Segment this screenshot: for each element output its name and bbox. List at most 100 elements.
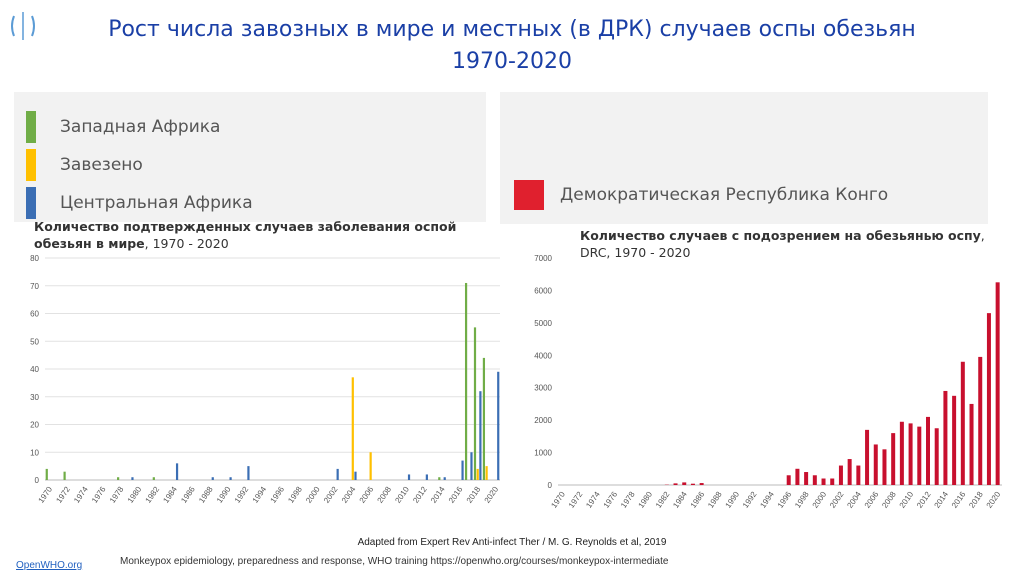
x-tick-label: 1994 <box>251 485 269 505</box>
x-tick-label: 2008 <box>376 485 394 505</box>
x-tick-label: 2004 <box>845 490 863 510</box>
x-tick-label: 2006 <box>358 485 376 505</box>
x-tick-label: 1972 <box>54 485 72 505</box>
bar <box>461 460 464 480</box>
x-tick-label: 2014 <box>429 485 447 505</box>
bar <box>960 361 965 485</box>
bar <box>497 371 500 480</box>
bar <box>476 468 479 480</box>
legend-label: Завезено <box>60 155 143 175</box>
x-tick-label: 1984 <box>161 485 179 505</box>
y-tick-label: 20 <box>30 421 39 430</box>
x-tick-label: 2018 <box>967 490 985 510</box>
x-tick-label: 1970 <box>549 490 567 510</box>
bar <box>351 377 354 480</box>
slide-title: Рост числа завозных в мире и местных (в … <box>40 14 984 78</box>
x-tick-label: 1980 <box>126 485 144 505</box>
x-tick-label: 1992 <box>233 485 251 505</box>
bar <box>856 465 861 485</box>
y-tick-label: 70 <box>30 282 39 291</box>
bar <box>473 327 477 480</box>
openwho-link[interactable]: OpenWHO.org <box>16 560 83 571</box>
legend-label: Центральная Африка <box>60 193 253 213</box>
bar <box>682 482 687 485</box>
bar <box>786 475 791 485</box>
bar <box>699 483 704 485</box>
bar <box>229 477 232 480</box>
bar <box>690 483 695 485</box>
x-tick-label: 1994 <box>758 490 776 510</box>
x-tick-label: 2020 <box>483 485 501 505</box>
legend-swatch <box>26 187 36 219</box>
bar <box>908 423 913 485</box>
x-tick-label: 1982 <box>654 490 672 510</box>
x-tick-label: 1998 <box>793 490 811 510</box>
x-tick-label: 2006 <box>863 490 881 510</box>
bar <box>986 313 991 485</box>
bar <box>470 452 473 480</box>
x-tick-label: 1988 <box>706 490 724 510</box>
bar <box>673 483 678 485</box>
chart-left-title: Количество подтвержденных случаев заболе… <box>34 218 484 252</box>
bar <box>443 477 446 480</box>
x-tick-label: 1996 <box>776 490 794 510</box>
x-tick-label: 2000 <box>304 485 322 505</box>
legend-swatch <box>26 149 36 181</box>
y-tick-label: 30 <box>30 393 39 402</box>
x-tick-label: 2002 <box>828 490 846 510</box>
bar <box>882 449 887 485</box>
bar <box>821 478 826 485</box>
x-tick-label: 1996 <box>268 485 286 505</box>
x-tick-label: 1984 <box>671 490 689 510</box>
y-tick-label: 6000 <box>534 286 552 295</box>
bar <box>63 471 66 480</box>
who-logo-icon <box>11 12 35 40</box>
legend-item-central-africa: Центральная Африка <box>26 184 253 222</box>
bar <box>795 468 800 485</box>
x-tick-label: 2008 <box>880 490 898 510</box>
bar <box>425 474 428 480</box>
x-tick-label: 2014 <box>932 490 950 510</box>
x-tick-label: 1986 <box>689 490 707 510</box>
bar <box>943 390 948 485</box>
x-tick-label: 2010 <box>898 490 916 510</box>
x-tick-label: 1990 <box>215 485 233 505</box>
y-tick-label: 50 <box>30 337 39 346</box>
x-tick-label: 1978 <box>619 490 637 510</box>
x-tick-label: 2016 <box>447 485 465 505</box>
x-tick-label: 1976 <box>602 490 620 510</box>
legend-right-panel: Демократическая Республика Конго <box>500 92 988 224</box>
y-tick-label: 60 <box>30 310 39 319</box>
bar <box>485 466 488 480</box>
x-tick-label: 2016 <box>950 490 968 510</box>
bar <box>934 428 939 485</box>
legend-item-west-africa: Западная Африка <box>26 108 253 146</box>
x-tick-label: 1972 <box>567 490 585 510</box>
legend-swatch <box>26 111 36 143</box>
bar <box>45 468 48 480</box>
legend-item-imported: Завезено <box>26 146 253 184</box>
x-tick-label: 1990 <box>724 490 742 510</box>
x-tick-label: 2020 <box>985 490 1003 510</box>
bar <box>354 471 357 480</box>
slide-title-line1: Рост числа завозных в мире и местных (в … <box>108 17 916 42</box>
bar <box>152 477 155 480</box>
x-tick-label: 2002 <box>322 485 340 505</box>
bar <box>482 357 486 480</box>
bar <box>838 465 843 485</box>
x-tick-label: 2010 <box>393 485 411 505</box>
bar <box>969 403 974 485</box>
y-tick-label: 4000 <box>534 351 552 360</box>
x-tick-label: 1982 <box>144 485 162 505</box>
bar <box>847 459 852 485</box>
bar <box>830 478 835 485</box>
bar <box>978 356 983 485</box>
y-tick-label: 5000 <box>534 319 552 328</box>
y-tick-label: 7000 <box>534 254 552 263</box>
bar <box>336 468 339 480</box>
chart-right-title-bold: Количество случаев с подозрением на обез… <box>580 228 981 243</box>
chart-right-title: Количество случаев с подозрением на обез… <box>580 227 990 261</box>
x-tick-label: 2012 <box>411 485 429 505</box>
